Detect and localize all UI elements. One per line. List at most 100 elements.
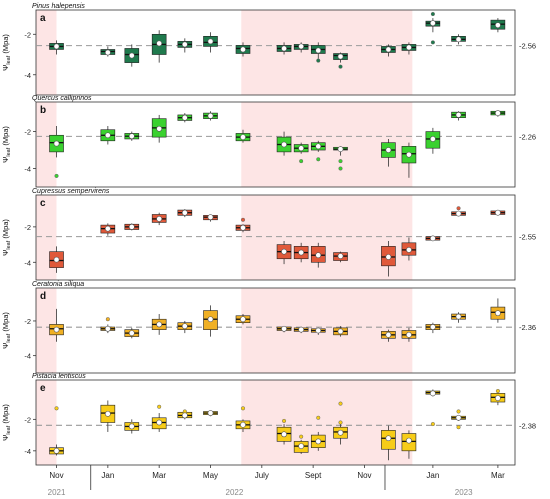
panel-letter: e: [40, 383, 46, 394]
y-axis-label: Ψleaf (Mpa): [1, 404, 12, 441]
box-group: [451, 206, 466, 217]
mean-point: [385, 147, 392, 153]
mean-point: [128, 330, 135, 337]
mean-point: [455, 210, 462, 217]
outlier-point: [240, 406, 246, 411]
box-group: [177, 409, 193, 420]
mean-point: [181, 209, 188, 216]
mean-point: [298, 145, 305, 152]
box-group: [293, 42, 309, 53]
box-group: [235, 42, 251, 57]
y-tick-label: -4: [24, 447, 31, 456]
outlier-point: [456, 425, 461, 430]
mean-point: [207, 410, 214, 416]
mean-point: [298, 43, 305, 50]
box-group: [490, 298, 506, 323]
mean-point: [298, 443, 305, 450]
x-tick-label-month: Jan: [101, 471, 114, 480]
outlier-point: [338, 166, 343, 171]
box-group: [124, 44, 140, 67]
box-group: [401, 327, 417, 342]
box-group: [276, 241, 292, 265]
mean-point: [240, 421, 246, 428]
mean-reference-label: -2.38: [519, 421, 536, 430]
y-tick-label: -2: [24, 128, 31, 137]
mean-point: [315, 47, 322, 54]
box-group: [293, 434, 309, 454]
x-year-label: 2023: [455, 488, 473, 497]
box-group: [425, 235, 441, 242]
x-tick-label-month: Mar: [491, 471, 505, 480]
box-group: [310, 140, 326, 162]
outlier-point: [54, 406, 59, 411]
mean-point: [298, 249, 305, 256]
outlier-point: [338, 64, 343, 69]
shade-band: [36, 10, 57, 95]
outlier-point: [338, 159, 343, 164]
mean-point: [406, 44, 412, 51]
box-group: [151, 314, 167, 335]
mean-point: [156, 419, 163, 426]
box-group: [49, 126, 64, 178]
box-group: [177, 209, 193, 218]
box-group: [425, 322, 441, 334]
shade-band: [36, 102, 57, 187]
mean-point: [207, 38, 214, 45]
box-group: [49, 246, 64, 273]
mean-point: [53, 140, 60, 147]
box-group: [425, 11, 441, 45]
y-axis-label: Ψleaf (Mpa): [1, 126, 12, 163]
box-group: [401, 42, 417, 55]
mean-reference-label: -2.56: [519, 42, 536, 51]
box-group: [381, 329, 396, 342]
box-group: [124, 327, 140, 339]
mean-point: [315, 327, 322, 334]
mean-point: [406, 437, 412, 444]
mean-point: [455, 36, 462, 43]
box-group: [451, 409, 466, 430]
box-group: [235, 406, 251, 432]
mean-point: [337, 253, 344, 259]
outlier-point: [456, 409, 461, 414]
box-group: [451, 312, 466, 323]
box-group: [203, 32, 218, 53]
box-group: [425, 389, 441, 427]
box-group: [100, 46, 116, 57]
mean-point: [156, 40, 163, 47]
outlier-point: [282, 418, 287, 423]
box-group: [310, 327, 326, 335]
box-group: [124, 131, 140, 141]
mean-point: [385, 254, 392, 260]
y-tick-label: -4: [24, 165, 31, 174]
mean-point: [494, 209, 501, 216]
mean-point: [494, 395, 501, 402]
outlier-point: [430, 422, 435, 427]
box-group: [177, 320, 193, 334]
box-group: [151, 404, 167, 432]
box-group: [100, 400, 116, 432]
mean-point: [53, 43, 60, 50]
mean-point: [406, 151, 412, 158]
box-group: [124, 223, 140, 231]
outlier-point: [157, 404, 162, 409]
panel-letter: c: [40, 198, 46, 209]
mean-point: [128, 223, 135, 230]
x-axis: Nov Jan Mar May July Sept Nov Jan Mar 2021 2022 202…: [48, 465, 505, 497]
outlier-point: [430, 11, 435, 17]
y-axis-label: Ψleaf (Mpa): [1, 219, 12, 256]
x-tick-label-month: May: [203, 471, 218, 480]
mean-point: [429, 235, 436, 242]
box-group: [276, 418, 292, 445]
outlier-point: [338, 420, 343, 425]
mean-point: [455, 313, 462, 320]
y-tick-label: -2: [24, 30, 31, 39]
mean-point: [128, 423, 135, 430]
mean-point: [406, 246, 412, 253]
mean-point: [156, 216, 163, 222]
mean-point: [298, 326, 305, 333]
mean-point: [53, 447, 60, 454]
mean-point: [128, 133, 135, 140]
x-tick-label-month: Sept: [305, 471, 322, 480]
mean-point: [240, 134, 246, 141]
